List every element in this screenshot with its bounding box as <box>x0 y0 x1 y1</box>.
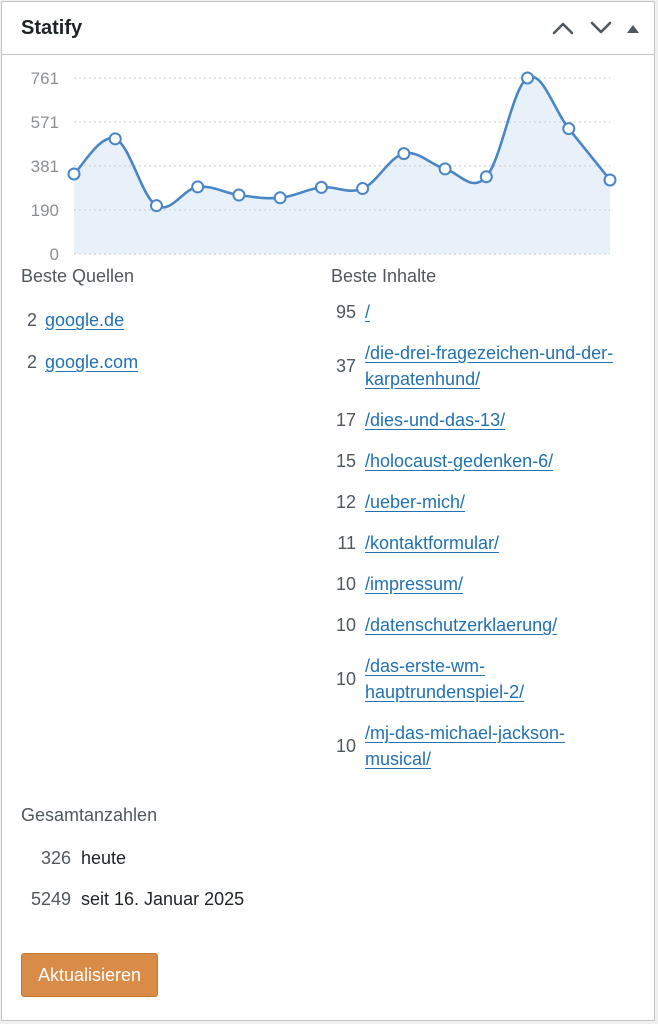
list-item: 10 /impressum/ <box>331 571 631 597</box>
list-item: 326 heute <box>21 838 244 879</box>
target-link[interactable]: /die-drei-fragezeichen-und-der-karpatenh… <box>365 343 614 389</box>
total-label: heute <box>81 848 127 868</box>
list-item: 2 google.com <box>21 341 138 383</box>
list-item: 5249 seit 16. Januar 2025 <box>21 879 244 920</box>
totals-heading: Gesamtanzahlen <box>21 805 158 825</box>
targets-list: 95 / 37 /die-drei-fragezeichen-und-der-k… <box>331 299 631 787</box>
move-up-button[interactable] <box>544 12 582 44</box>
referrer-count: 2 <box>26 351 37 372</box>
target-count: 10 <box>335 614 356 635</box>
list-item: 12 /ueber-mich/ <box>331 489 631 515</box>
target-link[interactable]: /das-erste-wm-hauptrundenspiel-2/ <box>365 656 525 702</box>
chart-point <box>273 191 287 205</box>
toggle-panel-button[interactable] <box>620 12 646 44</box>
list-item: 10 /datenschutzerklaerung/ <box>331 612 631 638</box>
total-count: 326 <box>40 848 71 868</box>
chart-point <box>562 122 576 136</box>
referrer-link[interactable]: google.com <box>45 352 139 372</box>
target-link[interactable]: /impressum/ <box>365 574 464 594</box>
total-label: seit 16. Januar 2025 <box>81 889 245 909</box>
list-item: 15 /holocaust-gedenken-6/ <box>331 448 631 474</box>
list-item: 2 google.de <box>21 299 138 341</box>
referrers-list: 2 google.de 2 google.com <box>21 299 138 383</box>
target-link[interactable]: /mj-das-michael-jackson-musical/ <box>365 723 566 769</box>
chart-point <box>356 182 370 196</box>
chart-point <box>191 180 205 194</box>
chart-point <box>232 188 246 202</box>
y-tick-label: 571 <box>31 113 59 132</box>
chart-point <box>603 173 617 187</box>
total-count: 5249 <box>30 889 71 909</box>
target-link[interactable]: /dies-und-das-13/ <box>365 410 506 430</box>
chevron-down-icon <box>590 21 612 34</box>
chart-point <box>479 170 493 184</box>
target-count: 12 <box>335 491 356 512</box>
chart-point <box>397 147 411 161</box>
list-item: 95 / <box>331 299 631 325</box>
target-link[interactable]: /ueber-mich/ <box>365 492 466 512</box>
chart-point <box>67 167 81 181</box>
chart-point <box>314 180 328 194</box>
target-link[interactable]: /holocaust-gedenken-6/ <box>365 451 554 471</box>
chart-point <box>521 71 535 85</box>
target-link[interactable]: /datenschutzerklaerung/ <box>365 615 558 635</box>
chevron-up-icon <box>552 22 574 35</box>
refresh-button[interactable]: Aktualisieren <box>21 953 159 997</box>
chart-point <box>149 199 163 213</box>
widget-title: Statify <box>21 17 83 39</box>
target-count: 15 <box>335 450 356 471</box>
target-count: 10 <box>335 573 356 594</box>
target-count: 95 <box>335 301 356 322</box>
target-link[interactable]: / <box>365 302 371 322</box>
target-count: 11 <box>337 532 356 553</box>
visits-chart-svg: 761 571 381 190 0 <box>31 69 617 261</box>
referrers-heading: Beste Quellen <box>21 266 135 286</box>
list-item: 37 /die-drei-fragezeichen-und-der-karpat… <box>331 340 631 392</box>
y-tick-label: 761 <box>31 69 59 88</box>
target-count: 10 <box>335 668 356 689</box>
widget-controls <box>544 12 646 44</box>
totals-list: 326 heute 5249 seit 16. Januar 2025 <box>21 838 244 920</box>
chart-point <box>108 132 122 146</box>
list-item: 11 /kontaktformular/ <box>331 530 631 556</box>
referrer-link[interactable]: google.de <box>45 310 125 330</box>
chart-point <box>438 162 452 176</box>
list-item: 17 /dies-und-das-13/ <box>331 407 631 433</box>
y-tick-label: 381 <box>31 157 59 176</box>
target-count: 10 <box>335 735 356 756</box>
target-count: 37 <box>335 355 356 376</box>
move-down-button[interactable] <box>582 12 620 44</box>
target-link[interactable]: /kontaktformular/ <box>365 533 500 553</box>
list-item: 10 /mj-das-michael-jackson-musical/ <box>331 720 631 772</box>
list-item: 10 /das-erste-wm-hauptrundenspiel-2/ <box>331 653 631 705</box>
widget-header: Statify <box>2 2 654 55</box>
target-count: 17 <box>335 409 356 430</box>
targets-heading: Beste Inhalte <box>331 266 437 286</box>
referrer-count: 2 <box>26 309 37 330</box>
y-tick-label: 0 <box>50 245 59 261</box>
y-tick-label: 190 <box>31 201 59 220</box>
visits-chart: 761 571 381 190 0 <box>2 56 654 261</box>
caret-up-icon <box>627 24 639 33</box>
